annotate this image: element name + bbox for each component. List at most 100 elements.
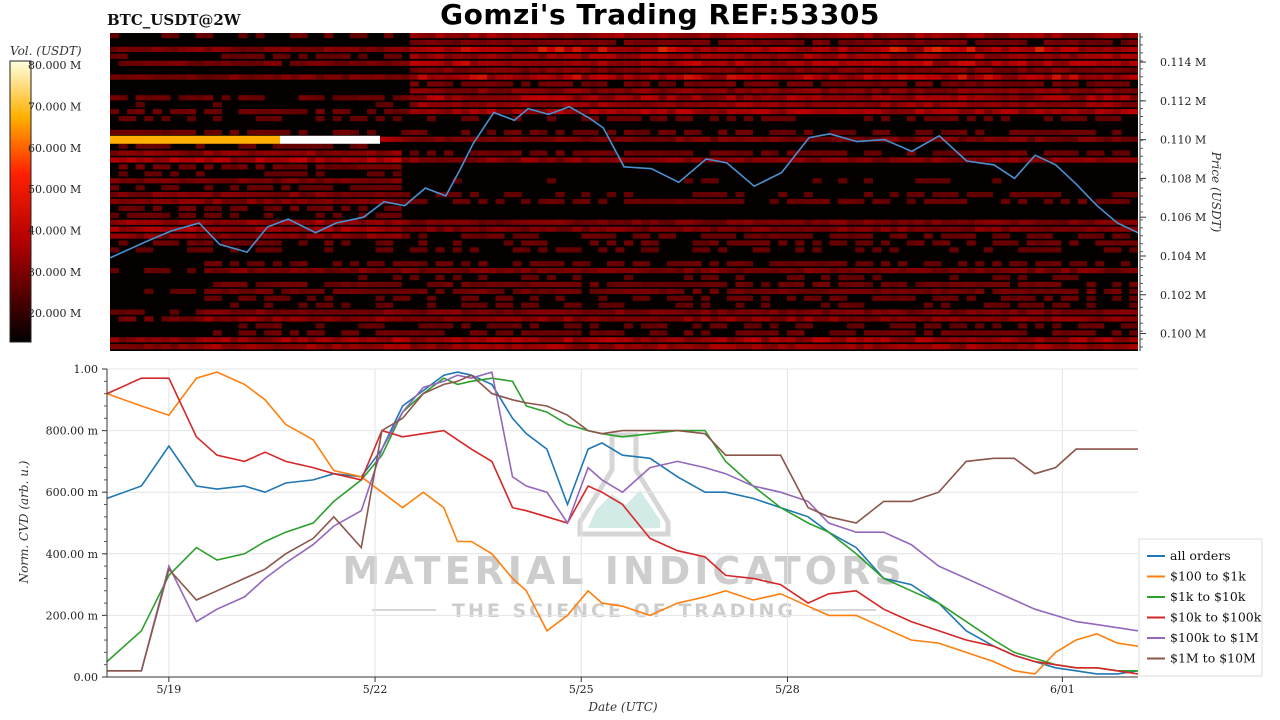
heatmap-cell <box>204 74 214 80</box>
chart-title: Gomzi's Trading REF:53305 <box>440 0 880 31</box>
heatmap-cell <box>409 102 419 108</box>
heatmap-cell <box>718 74 728 80</box>
heatmap-cell <box>401 344 411 350</box>
heatmap-cell <box>709 74 719 80</box>
heatmap-cell <box>289 74 299 80</box>
heatmap-cell <box>546 337 556 343</box>
heatmap-cell <box>521 46 531 52</box>
heatmap-cell <box>769 288 779 294</box>
price-tick-label: 0.114 M <box>1160 56 1206 69</box>
heatmap-cell <box>889 323 899 329</box>
heatmap-cell <box>821 302 831 308</box>
heatmap-cell <box>675 53 685 59</box>
heatmap-cell <box>649 88 659 94</box>
heatmap-cell <box>427 33 437 39</box>
heatmap-cell <box>367 316 377 322</box>
heatmap-cell <box>761 74 771 80</box>
heatmap-cell <box>478 233 488 239</box>
heatmap-cell <box>1060 268 1070 274</box>
heatmap-cell <box>495 46 505 52</box>
heatmap-cell <box>838 33 848 39</box>
heatmap-cell <box>529 129 539 135</box>
heatmap-cell <box>110 309 120 315</box>
heatmap-cell <box>255 157 265 163</box>
heatmap-cell <box>718 88 728 94</box>
heatmap-cell <box>795 109 805 115</box>
heatmap-cell <box>606 309 616 315</box>
heatmap-cell <box>658 102 668 108</box>
heatmap-cell <box>855 39 865 46</box>
heatmap-cell <box>761 157 771 163</box>
heatmap-cell <box>684 88 694 94</box>
heatmap-cell <box>1086 157 1096 163</box>
heatmap-cell <box>1052 323 1062 329</box>
heatmap-cell <box>709 102 719 108</box>
heatmap-cell <box>812 102 822 108</box>
heatmap-cell <box>538 136 548 142</box>
heatmap-cell <box>324 198 334 205</box>
heatmap-cell <box>675 67 685 73</box>
heatmap-cell <box>110 178 120 184</box>
heatmap-cell <box>307 198 317 205</box>
heatmap-cell <box>229 309 239 315</box>
heatmap-cell <box>838 288 848 294</box>
heatmap-cell <box>1112 198 1122 205</box>
colorbar-tick-label: 80.000 M <box>28 59 81 72</box>
heatmap-cell <box>427 295 437 301</box>
heatmap-cell <box>675 88 685 94</box>
heatmap-cell <box>367 185 377 191</box>
heatmap-cell <box>272 337 282 343</box>
heatmap-cell <box>898 88 908 94</box>
heatmap-cell <box>632 67 642 73</box>
heatmap-cell <box>915 337 925 343</box>
heatmap-cell <box>504 323 514 329</box>
heatmap-cell <box>915 281 925 288</box>
heatmap-cell <box>204 261 214 267</box>
heatmap-cell <box>649 74 659 80</box>
heatmap-cell <box>589 67 599 73</box>
heatmap-cell <box>898 53 908 59</box>
heatmap-cell <box>855 233 865 239</box>
heatmap-cell <box>898 323 908 329</box>
heatmap-cell <box>941 178 951 184</box>
heatmap-cell <box>1026 344 1036 350</box>
heatmap-cell <box>564 157 574 163</box>
heatmap-cell <box>658 60 668 66</box>
heatmap-cell <box>692 67 702 73</box>
heatmap-cell <box>718 268 728 274</box>
heatmap-cell <box>332 261 342 267</box>
heatmap-cell <box>649 136 659 142</box>
heatmap-cell <box>1078 53 1088 59</box>
heatmap-cell <box>521 302 531 308</box>
heatmap-cell <box>204 192 214 198</box>
heatmap-cell <box>538 95 548 101</box>
heatmap-cell <box>615 247 625 253</box>
heatmap-cell <box>1035 233 1045 239</box>
heatmap-cell <box>898 60 908 66</box>
heatmap-cell <box>726 219 736 225</box>
heatmap-cell <box>949 102 959 108</box>
heatmap-cell <box>881 67 891 73</box>
heatmap-cell <box>435 268 445 274</box>
heatmap-cell <box>992 316 1002 322</box>
heatmap-cell <box>795 39 805 46</box>
heatmap-cell <box>452 316 462 322</box>
heatmap-cell <box>409 46 419 52</box>
heatmap-cell <box>709 150 719 156</box>
heatmap-cell <box>1086 309 1096 315</box>
heatmap-cell <box>855 95 865 101</box>
heatmap-cell <box>709 67 719 73</box>
heatmap-cell <box>718 323 728 329</box>
heatmap-cell <box>786 129 796 135</box>
heatmap-cell <box>709 316 719 322</box>
heatmap-cell <box>743 109 753 115</box>
heatmap-cell <box>229 212 239 218</box>
heatmap-cell <box>581 219 591 225</box>
heatmap-cell <box>641 33 651 39</box>
heatmap-cell <box>983 74 993 80</box>
heatmap-cell <box>786 316 796 322</box>
heatmap-cell <box>786 295 796 301</box>
heatmap-cell <box>915 219 925 225</box>
heatmap-cell <box>975 88 985 94</box>
heatmap-cell <box>949 198 959 205</box>
